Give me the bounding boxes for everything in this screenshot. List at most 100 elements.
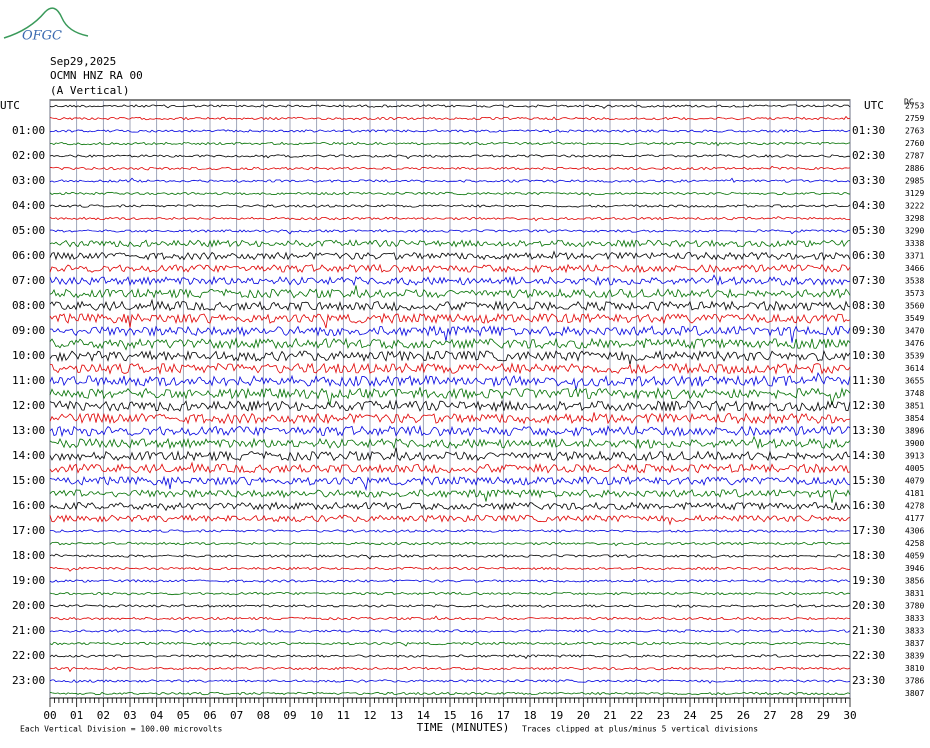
logo-curve [3, 7, 89, 39]
trace-mean: 3900 [905, 439, 924, 448]
trace [49, 628, 851, 633]
right-hour-label: 18:30 [852, 549, 885, 562]
right-hour-label: 05:30 [852, 224, 885, 237]
right-hour-label: 17:30 [852, 524, 885, 537]
right-hour-label: 11:30 [852, 374, 885, 387]
trace [49, 165, 851, 171]
trace-mean: 3549 [905, 314, 924, 323]
left-hour-label: 08:00 [12, 299, 45, 312]
trace-mean: 3839 [905, 652, 924, 661]
trace-mean: 3810 [905, 664, 924, 673]
date: Sep29,2025 [50, 55, 116, 68]
trace [49, 141, 851, 147]
trace-mean: 4177 [905, 514, 924, 523]
trace-mean: 3748 [905, 389, 924, 398]
trace [49, 204, 851, 208]
right-hour-label: 23:30 [852, 674, 885, 687]
trace [49, 691, 851, 696]
trace-mean: 3856 [905, 577, 924, 586]
x-tick-label: 14 [417, 709, 431, 722]
trace-mean: 3854 [905, 414, 924, 423]
trace-mean: 4278 [905, 502, 924, 511]
trace-mean: 4258 [905, 539, 924, 548]
trace-mean: 2763 [905, 127, 924, 136]
trace-mean: 3371 [905, 252, 924, 261]
trace-mean: 3896 [905, 427, 924, 436]
trace-mean: 3470 [905, 327, 924, 336]
trace-mean: 2753 [905, 102, 924, 111]
trace-mean: 4059 [905, 552, 924, 561]
trace-mean: 3290 [905, 227, 924, 236]
trace [49, 475, 851, 491]
right-hour-label: 03:30 [852, 174, 885, 187]
trace-mean: 2985 [905, 177, 924, 186]
x-tick-label: 09 [283, 709, 296, 722]
x-tick-label: 30 [843, 709, 856, 722]
trace-mean: 3837 [905, 639, 924, 648]
left-hour-label: 03:00 [12, 174, 45, 187]
trace-mean: 3538 [905, 277, 924, 286]
x-tick-label: 15 [443, 709, 456, 722]
trace [49, 666, 851, 673]
x-tick-label: 17 [497, 709, 510, 722]
trace-mean: 3655 [905, 377, 924, 386]
trace [49, 447, 851, 462]
clip-note: Traces clipped at plus/minus 5 vertical … [522, 725, 758, 734]
right-hour-label: 22:30 [852, 649, 885, 662]
trace-mean: 4005 [905, 464, 924, 473]
trace [49, 274, 851, 287]
left-hour-label: 18:00 [12, 549, 45, 562]
trace [49, 371, 851, 391]
x-tick-label: 00 [43, 709, 56, 722]
trace-mean: 2759 [905, 114, 924, 123]
left-hour-label: 11:00 [12, 374, 45, 387]
right-hour-label: 10:30 [852, 349, 885, 362]
dc-label: DC [904, 98, 914, 107]
trace [49, 654, 851, 660]
trace-mean: 3833 [905, 614, 924, 623]
trace [49, 263, 851, 274]
trace [49, 461, 851, 474]
trace [49, 337, 851, 351]
trace [49, 312, 851, 329]
trace [49, 488, 851, 503]
trace-mean: 3129 [905, 189, 924, 198]
x-tick-label: 03 [123, 709, 136, 722]
trace [49, 412, 851, 425]
trace-mean: 2886 [905, 164, 924, 173]
left-hour-label: 04:00 [12, 199, 45, 212]
trace [49, 641, 851, 647]
right-unit: UTC [864, 99, 884, 112]
trace-mean: 3833 [905, 627, 924, 636]
x-tick-label: 16 [470, 709, 483, 722]
left-hour-label: 07:00 [12, 274, 45, 287]
x-tick-label: 13 [390, 709, 403, 722]
trace [49, 129, 851, 134]
x-tick-label: 04 [150, 709, 164, 722]
trace-mean: 3913 [905, 452, 924, 461]
right-hour-label: 01:30 [852, 124, 885, 137]
trace [49, 514, 851, 526]
right-hour-label: 08:30 [852, 299, 885, 312]
right-hour-label: 02:30 [852, 149, 885, 162]
trace-mean: 4306 [905, 527, 924, 536]
x-tick-label: 10 [310, 709, 323, 722]
trace-mean: 3222 [905, 202, 924, 211]
x-tick-label: 02 [97, 709, 110, 722]
right-hour-label: 09:30 [852, 324, 885, 337]
left-hour-label: 20:00 [12, 599, 45, 612]
trace [49, 104, 851, 109]
trace [49, 387, 851, 406]
trace-mean: 3338 [905, 239, 924, 248]
component: (A Vertical) [50, 84, 129, 97]
trace [49, 553, 851, 560]
left-hour-label: 05:00 [12, 224, 45, 237]
left-hour-label: 21:00 [12, 624, 45, 637]
left-hour-label: 12:00 [12, 399, 45, 412]
trace-mean: 3560 [905, 302, 924, 311]
trace [49, 191, 851, 197]
left-hour-label: 13:00 [12, 424, 45, 437]
trace [49, 177, 851, 183]
trace-mean: 3573 [905, 289, 924, 298]
left-hour-label: 01:00 [12, 124, 45, 137]
